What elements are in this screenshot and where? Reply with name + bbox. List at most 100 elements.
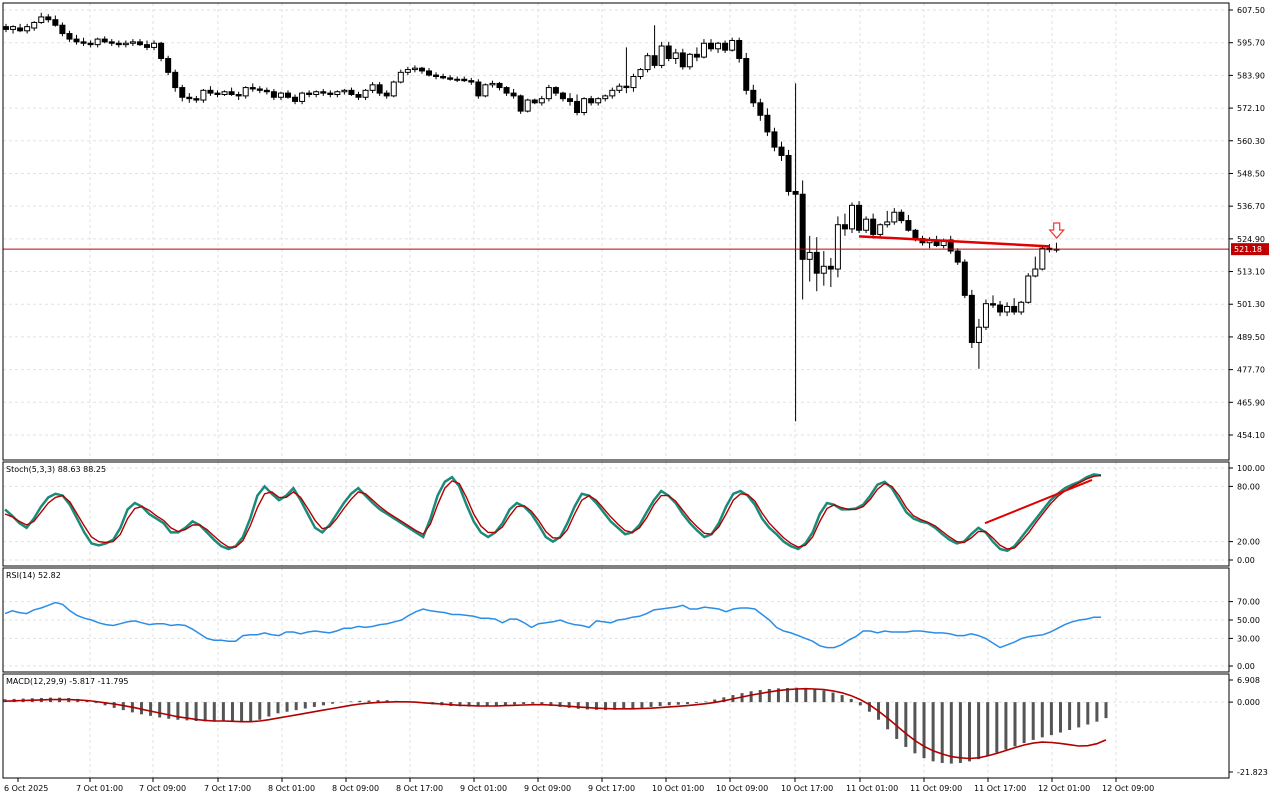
candle[interactable] xyxy=(574,100,581,114)
candle[interactable] xyxy=(397,71,404,83)
candle[interactable] xyxy=(757,102,764,116)
candle[interactable] xyxy=(545,87,552,100)
candle[interactable] xyxy=(856,204,863,231)
candle[interactable] xyxy=(665,45,672,59)
candle[interactable] xyxy=(411,67,418,71)
candle[interactable] xyxy=(179,87,186,98)
candle[interactable] xyxy=(982,303,989,328)
candle[interactable] xyxy=(616,85,623,91)
candle[interactable] xyxy=(242,87,249,97)
candle[interactable] xyxy=(517,95,524,112)
candle[interactable] xyxy=(877,224,884,235)
candle[interactable] xyxy=(975,326,982,343)
candle[interactable] xyxy=(863,218,870,231)
candle[interactable] xyxy=(1032,268,1039,277)
candle[interactable] xyxy=(771,131,778,148)
candle[interactable] xyxy=(708,42,714,50)
candle[interactable] xyxy=(841,224,848,230)
candle[interactable] xyxy=(418,67,425,72)
candle[interactable] xyxy=(263,89,270,93)
candle[interactable] xyxy=(778,146,785,156)
candle[interactable] xyxy=(764,114,771,133)
candle[interactable] xyxy=(609,89,616,97)
candle[interactable] xyxy=(165,57,172,73)
candle[interactable] xyxy=(426,70,432,76)
candle[interactable] xyxy=(108,41,115,44)
resistance-trendline[interactable] xyxy=(858,235,1050,248)
candle[interactable] xyxy=(834,224,841,270)
candle[interactable] xyxy=(24,26,31,32)
candle[interactable] xyxy=(129,41,136,44)
candle[interactable] xyxy=(524,99,531,112)
candle[interactable] xyxy=(806,251,813,260)
candle[interactable] xyxy=(736,39,743,59)
candle[interactable] xyxy=(990,303,996,306)
candle[interactable] xyxy=(214,92,221,96)
candle[interactable] xyxy=(94,38,101,46)
candle[interactable] xyxy=(849,204,855,230)
candle[interactable] xyxy=(186,96,193,100)
candle[interactable] xyxy=(313,91,320,96)
candle[interactable] xyxy=(362,89,369,98)
candle[interactable] xyxy=(870,218,877,235)
candle[interactable] xyxy=(750,89,757,104)
candle[interactable] xyxy=(285,92,291,98)
candle[interactable] xyxy=(651,55,658,66)
candle[interactable] xyxy=(496,82,503,89)
candle[interactable] xyxy=(595,98,602,104)
stoch-divergence-trendline[interactable] xyxy=(984,479,1093,525)
candle[interactable] xyxy=(270,91,277,98)
candle[interactable] xyxy=(461,78,468,82)
candle[interactable] xyxy=(348,89,355,96)
candle[interactable] xyxy=(59,24,66,35)
candle[interactable] xyxy=(954,250,961,263)
candle[interactable] xyxy=(1018,301,1025,313)
candle[interactable] xyxy=(1004,305,1011,313)
candle[interactable] xyxy=(715,42,722,50)
candle[interactable] xyxy=(637,69,644,77)
candle[interactable] xyxy=(700,42,707,58)
candle[interactable] xyxy=(559,92,566,100)
candle[interactable] xyxy=(729,39,736,51)
candle[interactable] xyxy=(376,84,383,94)
candle[interactable] xyxy=(136,41,143,46)
candle[interactable] xyxy=(52,19,59,26)
candle[interactable] xyxy=(249,87,256,90)
candle[interactable] xyxy=(327,92,334,96)
candle[interactable] xyxy=(45,16,52,21)
candle[interactable] xyxy=(644,55,651,71)
candle[interactable] xyxy=(475,81,482,97)
candle[interactable] xyxy=(122,42,129,46)
candle[interactable] xyxy=(207,89,214,94)
candle[interactable] xyxy=(658,45,665,66)
candle[interactable] xyxy=(489,82,496,86)
candle[interactable] xyxy=(630,75,637,89)
candle[interactable] xyxy=(80,41,87,44)
candle[interactable] xyxy=(151,42,158,48)
candle[interactable] xyxy=(743,57,750,91)
candle[interactable] xyxy=(503,87,510,94)
candle[interactable] xyxy=(898,211,905,222)
candle[interactable] xyxy=(158,42,165,59)
candle[interactable] xyxy=(447,77,454,80)
candle[interactable] xyxy=(17,27,24,32)
candle[interactable] xyxy=(531,99,538,104)
candle[interactable] xyxy=(172,71,179,89)
candle[interactable] xyxy=(320,91,327,94)
candle[interactable] xyxy=(602,95,609,100)
candle[interactable] xyxy=(440,75,447,79)
candle[interactable] xyxy=(235,94,242,97)
candle[interactable] xyxy=(679,52,686,68)
candle[interactable] xyxy=(1039,247,1046,270)
candle[interactable] xyxy=(334,91,341,96)
candle[interactable] xyxy=(997,304,1004,313)
candle[interactable] xyxy=(31,21,38,29)
candle[interactable] xyxy=(820,265,827,274)
candle[interactable] xyxy=(256,88,263,91)
candle[interactable] xyxy=(369,84,376,91)
candle[interactable] xyxy=(961,261,968,296)
candle[interactable] xyxy=(884,221,891,226)
candle[interactable] xyxy=(722,42,729,51)
candle[interactable] xyxy=(623,85,630,89)
